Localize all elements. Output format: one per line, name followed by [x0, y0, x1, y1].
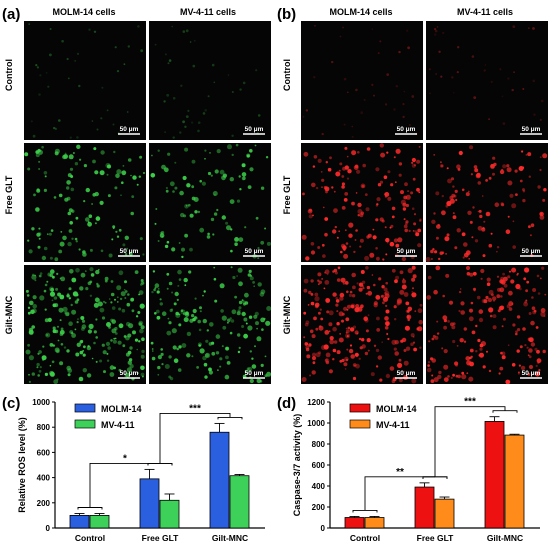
chart-ros-level: (c) 0 200 400 600 800 1000 Relative ROS level (…	[2, 395, 265, 543]
bar-mv-4-11-gilt-mnc	[504, 434, 525, 529]
micrograph-free-glt-mv411: 50 μm	[425, 143, 548, 262]
scale-bar-label: 50 μm	[245, 248, 264, 255]
panel-label-a: (a)	[2, 6, 21, 23]
legend-label: MV-4-11	[376, 420, 410, 430]
y-axis-label: Caspase-3/7 activity (%)	[292, 414, 302, 517]
x-tick-label: Gilt-MNC	[487, 533, 523, 543]
x-tick-label: Free GLT	[142, 533, 179, 543]
y-tick-label: 1000	[307, 419, 325, 428]
bar-molm-14-gilt-mnc	[209, 431, 230, 529]
micrograph-control-molm14: 50 μm	[24, 21, 146, 140]
micrograph-gilt-mnc-molm14: 50 μm	[301, 265, 423, 384]
y-tick-label: 800	[37, 423, 51, 432]
y-tick-label: 600	[312, 461, 326, 470]
legend-swatch	[74, 403, 96, 413]
significance-bracket	[364, 476, 435, 511]
legend-swatch	[74, 419, 96, 429]
significance-bracket	[352, 510, 378, 513]
row-label-b-free-glt: Free GLT	[282, 175, 292, 215]
scale-bar-label: 50 μm	[120, 248, 139, 255]
bar-molm-14-gilt-mnc	[484, 421, 505, 529]
y-tick-label: 200	[312, 503, 326, 512]
legend-swatch	[349, 419, 371, 429]
x-tick-label: Gilt-MNC	[212, 533, 248, 543]
significance-bracket	[422, 476, 448, 479]
row-label-a-free-glt: Free GLT	[4, 175, 14, 215]
micrograph-grid-b: 50 μm 50 μm 50 μm 50 μm 50 μm 50 μm	[301, 21, 548, 384]
legend-label: MOLM-14	[376, 404, 417, 414]
significance-bracket	[147, 462, 173, 466]
row-label-b-gilt-mnc: Gilt-MNC	[282, 295, 292, 335]
x-tick-label: Control	[350, 533, 380, 543]
x-tick-label: Free GLT	[417, 533, 454, 543]
micrograph-free-glt-molm14: 50 μm	[301, 143, 423, 262]
legend-label: MOLM-14	[101, 404, 142, 414]
bar-mv-4-11-free-glt	[434, 498, 455, 529]
y-tick-label: 800	[312, 440, 326, 449]
y-tick-label: 400	[312, 482, 326, 491]
micrograph-free-glt-molm14: 50 μm	[24, 143, 146, 262]
significance-bracket	[159, 412, 231, 464]
significance-bracket	[217, 416, 243, 420]
y-tick-label: 1200	[307, 398, 325, 407]
col-header-b-mv411: MV-4-11 cells	[456, 7, 514, 17]
y-axis-label: Relative ROS level (%)	[17, 417, 27, 513]
micrograph-grid-a: 50 μm 50 μm 50 μm 50 μm 50 μm 50 μm	[24, 21, 271, 384]
micrograph-gilt-mnc-molm14: 50 μm	[24, 265, 146, 384]
panel-label: (c)	[2, 395, 20, 412]
micrograph-free-glt-mv411: 50 μm	[149, 143, 271, 262]
scale-bar-label: 50 μm	[522, 126, 541, 133]
significance-bracket	[77, 507, 103, 510]
bar-mv-4-11-free-glt	[159, 499, 180, 529]
scale-bar-label: 50 μm	[120, 126, 139, 133]
significance-label: ***	[189, 403, 201, 414]
scale-bar-label: 50 μm	[245, 126, 264, 133]
significance-bracket	[492, 410, 518, 413]
micrograph-gilt-mnc-mv411: 50 μm	[149, 265, 271, 384]
bar-molm-14-free-glt	[414, 486, 435, 529]
significance-bracket	[434, 406, 506, 477]
bar-mv-4-11-control	[364, 517, 385, 529]
scale-bar-label: 50 μm	[245, 370, 264, 377]
scale-bar-label: 50 μm	[397, 370, 416, 377]
bar-mv-4-11-control	[89, 515, 110, 529]
micrograph-gilt-mnc-mv411: 50 μm	[426, 265, 548, 384]
scale-bar-label: 50 μm	[522, 248, 541, 255]
micrograph-control-mv411: 50 μm	[426, 21, 548, 140]
row-label-a-control: Control	[4, 59, 14, 91]
scale-bar-label: 50 μm	[397, 248, 416, 255]
col-header-b-molm14: MOLM-14 cells	[329, 7, 393, 17]
bar-mv-4-11-gilt-mnc	[229, 475, 250, 529]
y-tick-label: 0	[46, 524, 51, 533]
row-label-b-control: Control	[282, 59, 292, 91]
y-tick-label: 200	[37, 499, 51, 508]
legend-label: MV-4-11	[101, 420, 135, 430]
chart-caspase-activity: (d) 0 200 400 600 800 1000 1200 Caspase-3/7 acti…	[277, 395, 540, 543]
bar-molm-14-control	[344, 517, 365, 529]
scale-bar-label: 50 μm	[120, 370, 139, 377]
bar-molm-14-control	[69, 515, 90, 529]
significance-label: **	[396, 467, 404, 478]
col-header-a-mv411: MV-4-11 cells	[179, 7, 237, 17]
micrograph-control-molm14: 50 μm	[301, 21, 423, 140]
legend-swatch	[349, 403, 371, 413]
significance-label: ***	[464, 397, 476, 408]
y-tick-label: 1000	[32, 398, 50, 407]
panel-label-b: (b)	[277, 6, 297, 23]
bar-molm-14-free-glt	[139, 478, 160, 529]
significance-bracket	[89, 462, 160, 508]
micrograph-control-mv411: 50 μm	[149, 21, 271, 140]
scale-bar-label: 50 μm	[522, 370, 541, 377]
significance-label: *	[123, 453, 127, 464]
col-header-a-molm14: MOLM-14 cells	[52, 7, 116, 17]
y-tick-label: 400	[37, 474, 51, 483]
scale-bar-label: 50 μm	[397, 126, 416, 133]
y-tick-label: 0	[321, 524, 326, 533]
x-tick-label: Control	[75, 533, 105, 543]
panel-label: (d)	[277, 395, 296, 412]
y-tick-label: 600	[37, 448, 51, 457]
row-label-a-gilt-mnc: Gilt-MNC	[4, 295, 14, 335]
